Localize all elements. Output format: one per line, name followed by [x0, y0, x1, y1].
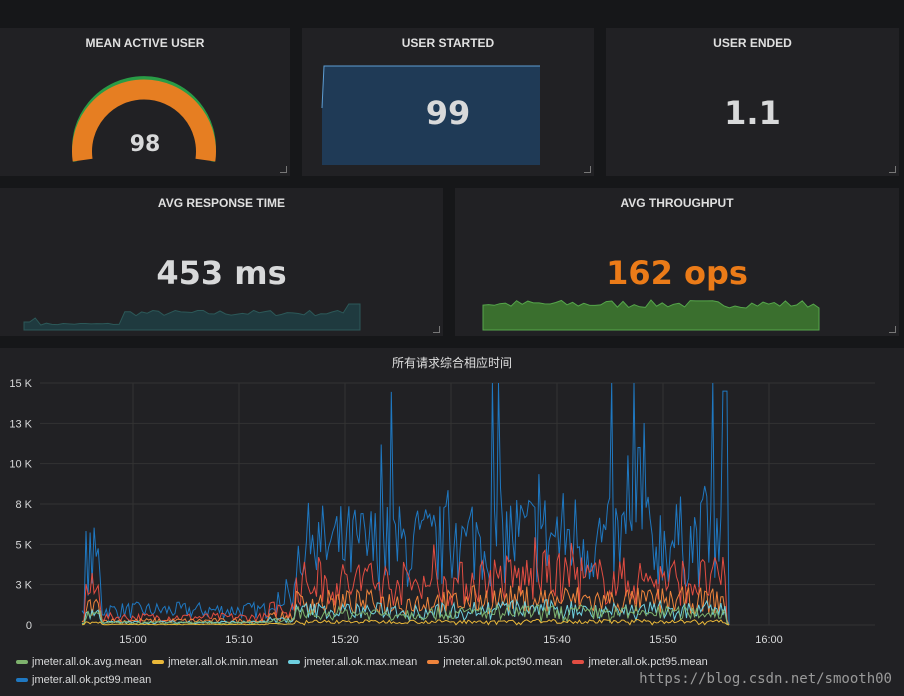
response-time-graph[interactable]: 0 3 K 5 K 8 K 10 K 13 K 15 K 15:00 15:10 15:20 15:… — [0, 348, 904, 648]
panel-title: MEAN ACTIVE USER — [85, 36, 205, 50]
throughput-value: 162 ops — [606, 254, 748, 292]
legend-swatch — [427, 660, 440, 665]
x-tick-label: 15:50 — [649, 634, 677, 646]
resize-handle[interactable] — [889, 326, 896, 333]
throughput-sparkline — [482, 299, 820, 331]
legend-label: jmeter.all.ok.pct90.mean — [443, 656, 563, 668]
user-started-value: 99 — [425, 94, 471, 132]
user-ended-panel[interactable]: USER ENDED 1.1 — [606, 28, 899, 176]
user-started-panel[interactable]: USER STARTED 99 — [302, 28, 594, 176]
legend-label: jmeter.all.ok.pct99.mean — [32, 674, 152, 686]
panel-title: USER STARTED — [401, 36, 495, 50]
response-time-graph-panel[interactable]: 所有请求综合相应时间 0 3 K 5 K 8 K 10 K 13 K 15 K 15:00 15… — [0, 348, 904, 696]
user-started-sparkline — [321, 65, 540, 165]
gauge-value-arc — [72, 79, 216, 162]
legend-label: jmeter.all.ok.max.mean — [304, 656, 418, 668]
panel-title: AVG RESPONSE TIME — [157, 196, 286, 210]
legend-item[interactable]: jmeter.all.ok.max.mean — [288, 656, 417, 668]
panel-title: AVG THROUGHPUT — [620, 196, 734, 210]
y-tick-label: 3 K — [15, 580, 32, 592]
avg-throughput-panel[interactable]: AVG THROUGHPUT 162 ops — [455, 188, 899, 336]
series-line — [81, 603, 730, 626]
gauge-value: 98 — [129, 132, 161, 157]
panel-title: USER ENDED — [713, 36, 792, 50]
gauge — [72, 76, 216, 162]
x-tick-label: 16:00 — [755, 634, 783, 646]
top-strip — [0, 0, 904, 26]
legend-swatch — [16, 660, 28, 665]
x-tick-label: 15:00 — [119, 634, 147, 646]
legend-swatch — [16, 678, 28, 683]
response-time-value: 453 ms — [156, 254, 287, 292]
y-tick-label: 0 — [26, 620, 32, 632]
y-tick-label: 13 K — [9, 418, 32, 430]
x-tick-label: 15:10 — [225, 634, 253, 646]
user-ended-value: 1.1 — [724, 94, 781, 132]
legend-item[interactable]: jmeter.all.ok.min.mean — [152, 656, 278, 668]
chart-title: 所有请求综合相应时间 — [391, 356, 512, 370]
resize-handle[interactable] — [433, 326, 440, 333]
mean-active-user-panel[interactable]: MEAN ACTIVE USER 98 — [0, 28, 290, 176]
resize-handle[interactable] — [280, 166, 287, 173]
x-tick-label: 15:30 — [437, 634, 465, 646]
legend: jmeter.all.ok.avg.mean jmeter.all.ok.min.… — [16, 656, 904, 668]
legend-label: jmeter.all.ok.min.mean — [168, 656, 279, 668]
y-tick-label: 15 K — [9, 378, 32, 390]
series-line — [81, 537, 730, 626]
x-tick-label: 15:40 — [543, 634, 571, 646]
resize-handle[interactable] — [889, 166, 896, 173]
legend-swatch — [288, 660, 301, 665]
series-line — [81, 382, 730, 626]
series-line — [81, 618, 730, 626]
avg-response-time-panel[interactable]: AVG RESPONSE TIME 453 ms — [0, 188, 443, 336]
watermark: https://blog.csdn.net/smooth00 — [639, 671, 892, 687]
y-tick-label: 8 K — [15, 499, 32, 511]
y-tick-label: 10 K — [9, 459, 32, 471]
legend-swatch — [152, 660, 165, 665]
legend-swatch — [572, 660, 585, 665]
response-time-sparkline — [23, 303, 361, 331]
legend-item[interactable]: jmeter.all.ok.avg.mean — [16, 656, 142, 668]
legend-item[interactable]: jmeter.all.ok.pct99.mean — [16, 674, 151, 686]
legend: jmeter.all.ok.pct99.mean — [16, 674, 904, 686]
y-tick-label: 5 K — [15, 539, 32, 551]
legend-item[interactable]: jmeter.all.ok.pct90.mean — [427, 656, 562, 668]
x-tick-label: 15:20 — [331, 634, 359, 646]
resize-handle[interactable] — [584, 166, 591, 173]
legend-label: jmeter.all.ok.avg.mean — [32, 656, 143, 668]
legend-item[interactable]: jmeter.all.ok.pct95.mean — [572, 656, 708, 668]
legend-label: jmeter.all.ok.pct95.mean — [588, 656, 708, 668]
